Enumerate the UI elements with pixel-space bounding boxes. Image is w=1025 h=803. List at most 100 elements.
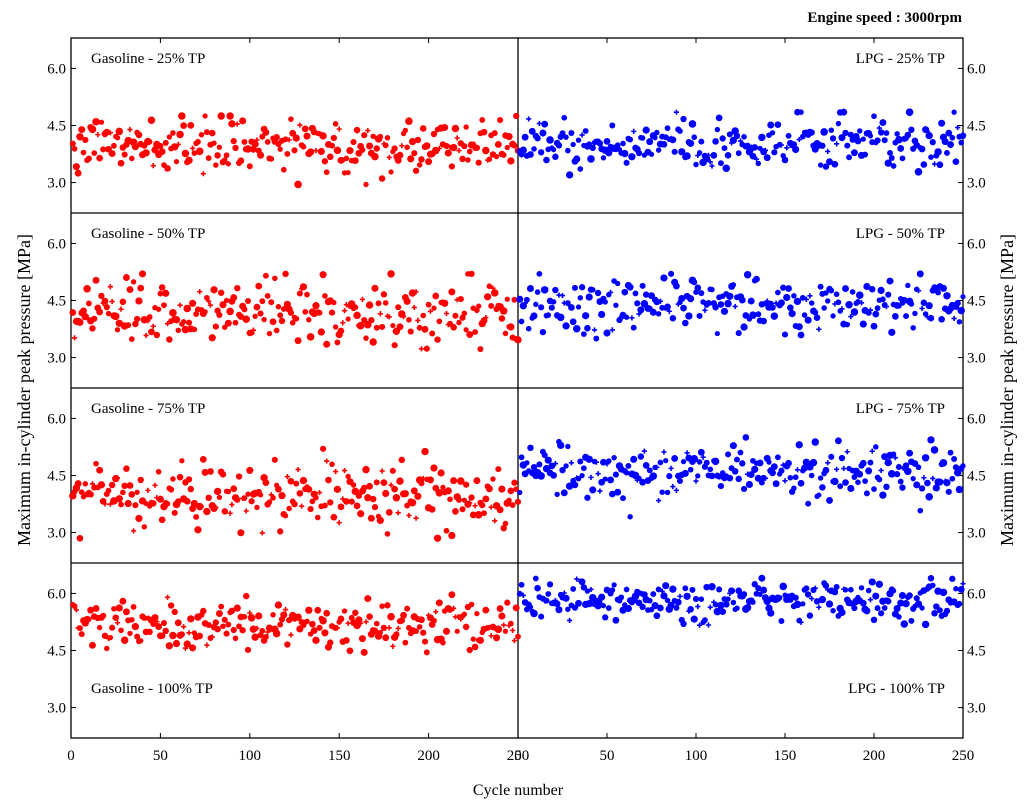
data-point (494, 625, 503, 634)
data-point (479, 502, 486, 509)
data-point (253, 303, 261, 311)
data-point (123, 465, 130, 472)
data-point (316, 489, 323, 496)
data-point (289, 319, 296, 326)
data-point (550, 299, 557, 305)
data-point (216, 144, 223, 150)
data-point (653, 298, 661, 306)
data-point (594, 289, 602, 297)
data-point (495, 466, 502, 473)
data-point (319, 616, 327, 625)
y-axis-label-right: Maximum in-cylinder peak pressure [MPa] (997, 234, 1017, 546)
data-point (607, 289, 614, 295)
data-point (502, 330, 509, 337)
data-point (190, 499, 198, 508)
data-point (152, 482, 158, 488)
data-point (480, 128, 488, 136)
data-point (822, 163, 830, 170)
y-axis-label-left: Maximum in-cylinder peak pressure [MPa] (14, 234, 34, 546)
data-point (85, 300, 92, 307)
data-point (232, 144, 239, 152)
data-point (341, 608, 348, 614)
data-point (833, 583, 840, 590)
data-point (371, 152, 379, 161)
data-point (98, 119, 105, 125)
data-point (181, 149, 190, 158)
data-point (121, 482, 128, 490)
data-point (756, 459, 764, 467)
data-point (100, 612, 107, 619)
data-point (176, 473, 184, 481)
data-point (74, 169, 82, 177)
data-point (777, 299, 785, 307)
data-point (378, 175, 386, 182)
data-point (608, 490, 616, 498)
data-point (902, 462, 910, 469)
data-point (575, 476, 582, 482)
data-point (395, 510, 401, 516)
data-point (652, 135, 658, 141)
data-point (137, 476, 144, 484)
data-point (831, 477, 839, 486)
data-point (275, 485, 282, 493)
data-point (800, 601, 806, 607)
data-point (82, 136, 89, 144)
data-point (920, 161, 928, 168)
data-point (914, 600, 923, 608)
data-point (725, 451, 732, 458)
data-point (493, 153, 500, 160)
data-point (150, 323, 156, 329)
data-point (650, 591, 657, 597)
data-point (170, 476, 176, 482)
data-point (722, 164, 731, 173)
data-point (317, 147, 325, 156)
data-point (669, 585, 677, 593)
data-point (476, 636, 485, 644)
data-point (753, 156, 760, 162)
data-point (947, 141, 954, 149)
data-point (634, 300, 641, 307)
data-point (747, 297, 755, 305)
data-point (288, 116, 294, 122)
data-point (712, 303, 719, 311)
data-point (781, 331, 789, 338)
data-point (259, 628, 266, 634)
data-point (710, 151, 718, 159)
data-point (363, 335, 369, 341)
data-point (365, 127, 371, 134)
data-point (269, 318, 277, 326)
data-point (382, 300, 389, 306)
data-point (494, 141, 502, 148)
data-point (534, 289, 541, 295)
data-point (396, 477, 404, 485)
data-point (878, 467, 884, 474)
data-point (418, 156, 425, 163)
data-point (766, 459, 772, 465)
data-point (486, 156, 493, 162)
data-point (808, 472, 815, 479)
data-point (301, 125, 309, 133)
data-point (288, 632, 294, 638)
data-point (559, 292, 566, 299)
data-point (386, 314, 392, 320)
data-point (499, 307, 508, 315)
data-point (855, 291, 864, 300)
data-point (785, 459, 792, 467)
data-point (96, 308, 104, 316)
data-point (230, 626, 237, 634)
data-point (366, 482, 373, 490)
data-point (741, 134, 747, 140)
data-point (863, 490, 870, 497)
data-point (646, 138, 654, 146)
data-point (150, 621, 157, 627)
data-point (959, 132, 967, 139)
data-point (879, 491, 887, 499)
data-point (254, 137, 260, 143)
data-point (208, 334, 216, 342)
data-point (582, 312, 590, 320)
data-point (565, 482, 574, 490)
data-point (842, 479, 849, 486)
data-point (733, 456, 740, 463)
data-point (230, 485, 238, 493)
data-point (115, 127, 124, 136)
